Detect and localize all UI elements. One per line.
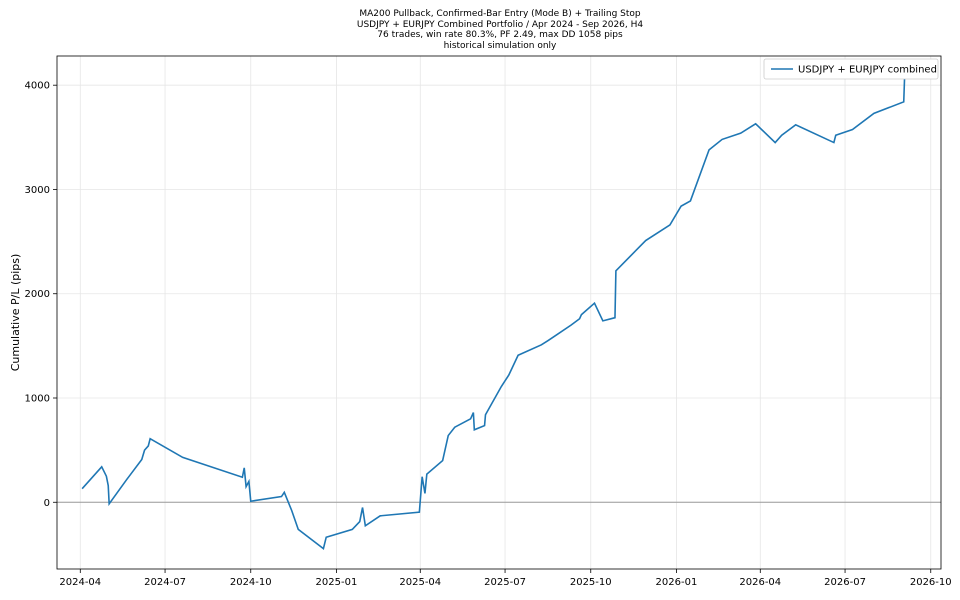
x-tick-label: 2024-10 — [230, 577, 272, 588]
x-tick-label: 2026-07 — [824, 577, 866, 588]
x-tick-label: 2024-07 — [144, 577, 186, 588]
x-tick-label: 2026-01 — [656, 577, 698, 588]
legend-box — [763, 58, 939, 80]
legend: USDJPY + EURJPY combined — [763, 58, 939, 80]
x-tick-label: 2025-07 — [484, 577, 526, 588]
x-tick-label: 2026-04 — [739, 577, 781, 588]
title-line-2: USDJPY + EURJPY Combined Portfolio / Apr… — [356, 19, 644, 30]
y-tick-label: 1000 — [25, 394, 50, 405]
title-line-3: 76 trades, win rate 80.3%, PF 2.49, max … — [377, 30, 623, 40]
y-axis-label: Cumulative P/L (pips) — [9, 254, 22, 372]
y-tick-label: 4000 — [25, 81, 50, 92]
y-tick-label: 3000 — [25, 185, 50, 196]
axes-frame — [56, 55, 942, 570]
title-line-4: historical simulation only — [443, 40, 557, 51]
x-tick-label: 2024-04 — [59, 577, 101, 588]
x-tick-label: 2025-01 — [316, 577, 358, 588]
x-tick-label: 2025-10 — [570, 577, 612, 588]
title-line-1: MA200 Pullback, Confirmed-Bar Entry (Mod… — [359, 9, 641, 19]
grid-lines — [57, 56, 941, 569]
chart-title: MA200 Pullback, Confirmed-Bar Entry (Mod… — [0, 9, 960, 51]
y-tick-label: 2000 — [25, 289, 50, 300]
x-axis-ticks: 2024-04 2024-07 2024-10 2025-01 2025-04 2025-… — [59, 569, 952, 588]
legend-label-combined: USDJPY + EURJPY combined — [798, 65, 937, 76]
x-tick-label: 2026-10 — [910, 577, 952, 588]
y-tick-label: 0 — [44, 498, 50, 509]
y-axis-ticks: 0 1000 2000 3000 4000 — [25, 81, 57, 509]
series-line-combined — [81, 74, 906, 551]
x-tick-label: 2025-04 — [399, 577, 441, 588]
